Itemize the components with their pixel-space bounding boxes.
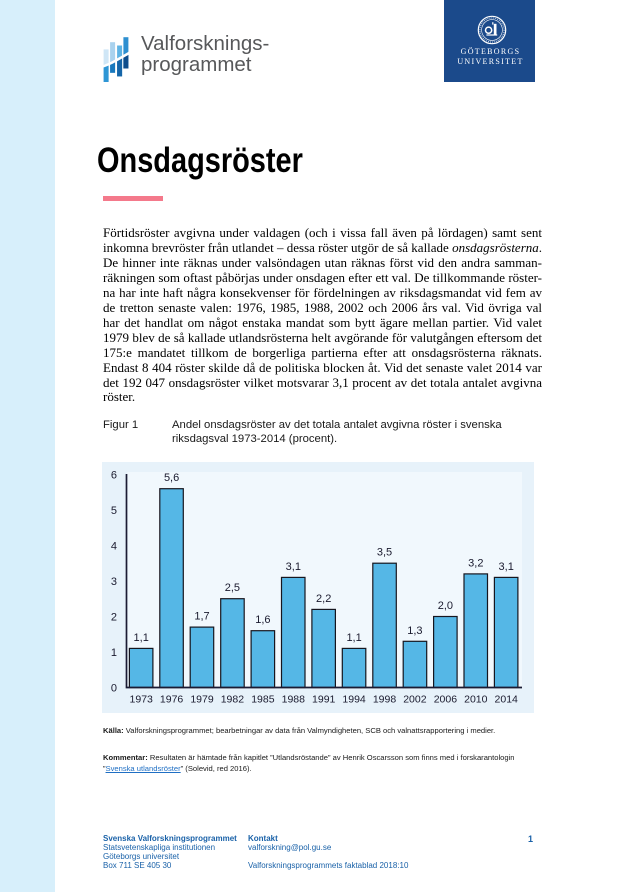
- svg-text:2010: 2010: [464, 694, 488, 706]
- svg-text:1,7: 1,7: [194, 611, 209, 623]
- svg-text:3,1: 3,1: [286, 561, 301, 573]
- svg-text:5,6: 5,6: [164, 472, 179, 484]
- svg-text:2,5: 2,5: [225, 582, 240, 594]
- svg-text:2,2: 2,2: [316, 593, 331, 605]
- svg-text:3,2: 3,2: [468, 557, 483, 569]
- svg-text:1982: 1982: [221, 694, 245, 706]
- svg-text:1,1: 1,1: [134, 632, 149, 644]
- svg-text:3,1: 3,1: [499, 561, 514, 573]
- svg-text:1,6: 1,6: [255, 614, 270, 626]
- svg-text:2006: 2006: [434, 694, 458, 706]
- svg-text:1,1: 1,1: [346, 632, 361, 644]
- svg-text:3,5: 3,5: [377, 547, 392, 559]
- svg-text:2014: 2014: [495, 694, 519, 706]
- svg-text:4: 4: [111, 541, 117, 553]
- svg-text:1985: 1985: [251, 694, 275, 706]
- svg-text:1973: 1973: [130, 694, 154, 706]
- svg-text:1991: 1991: [312, 694, 336, 706]
- svg-text:1994: 1994: [342, 694, 366, 706]
- svg-text:2: 2: [111, 612, 117, 624]
- svg-text:1988: 1988: [282, 694, 306, 706]
- svg-text:2,0: 2,0: [438, 600, 453, 612]
- svg-text:1,3: 1,3: [407, 625, 422, 637]
- svg-text:1: 1: [111, 647, 117, 659]
- svg-text:2002: 2002: [403, 694, 427, 706]
- svg-text:1998: 1998: [373, 694, 397, 706]
- svg-text:5: 5: [111, 505, 117, 517]
- svg-text:1979: 1979: [190, 694, 214, 706]
- svg-text:1976: 1976: [160, 694, 184, 706]
- svg-text:3: 3: [111, 576, 117, 588]
- svg-text:0: 0: [111, 683, 117, 695]
- svg-text:6: 6: [111, 470, 117, 482]
